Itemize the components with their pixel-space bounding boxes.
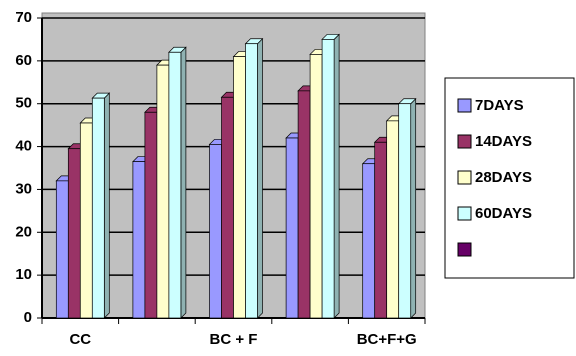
bar — [221, 96, 234, 319]
bar — [374, 141, 388, 319]
bar — [297, 90, 311, 319]
y-tick-label: 50 — [15, 95, 32, 112]
y-tick-label: 40 — [15, 138, 32, 155]
bar — [91, 97, 105, 319]
x-tick-label: CC — [69, 331, 91, 348]
bar — [168, 51, 182, 319]
bar-side — [257, 37, 263, 319]
legend-label: 7DAYS — [475, 97, 524, 114]
y-tick-label: 30 — [15, 180, 32, 197]
bar — [233, 56, 246, 319]
bar — [321, 39, 335, 319]
legend-swatch — [457, 170, 472, 185]
bar-side — [103, 92, 110, 319]
bar — [398, 103, 412, 319]
bar — [362, 163, 376, 319]
legend-swatch — [457, 242, 472, 257]
legend-swatch — [457, 206, 472, 221]
y-tick-label: 60 — [15, 52, 32, 69]
bar — [156, 64, 170, 319]
bar — [55, 180, 69, 319]
y-tick-label: 20 — [15, 223, 32, 240]
bar-side — [333, 33, 340, 319]
y-tick-label: 0 — [24, 309, 32, 326]
bar-side — [180, 46, 187, 319]
bar-side — [410, 97, 417, 319]
bar — [132, 161, 146, 319]
bar — [144, 111, 158, 319]
bar — [309, 54, 323, 319]
legend-label: 60DAYS — [475, 205, 532, 222]
legend-label: 14DAYS — [475, 133, 532, 150]
legend-swatch — [457, 134, 472, 149]
bar — [209, 144, 222, 319]
y-tick-label: 70 — [15, 9, 32, 26]
bar — [67, 148, 81, 319]
bar — [285, 137, 299, 319]
x-tick-label: BC + F — [210, 331, 258, 348]
y-tick-label: 10 — [15, 266, 32, 283]
bar — [386, 120, 400, 319]
bar — [79, 122, 93, 319]
x-tick-label: BC+F+G — [357, 331, 417, 348]
legend-swatch — [457, 98, 472, 113]
bar — [245, 43, 258, 319]
legend-label: 28DAYS — [475, 169, 532, 186]
